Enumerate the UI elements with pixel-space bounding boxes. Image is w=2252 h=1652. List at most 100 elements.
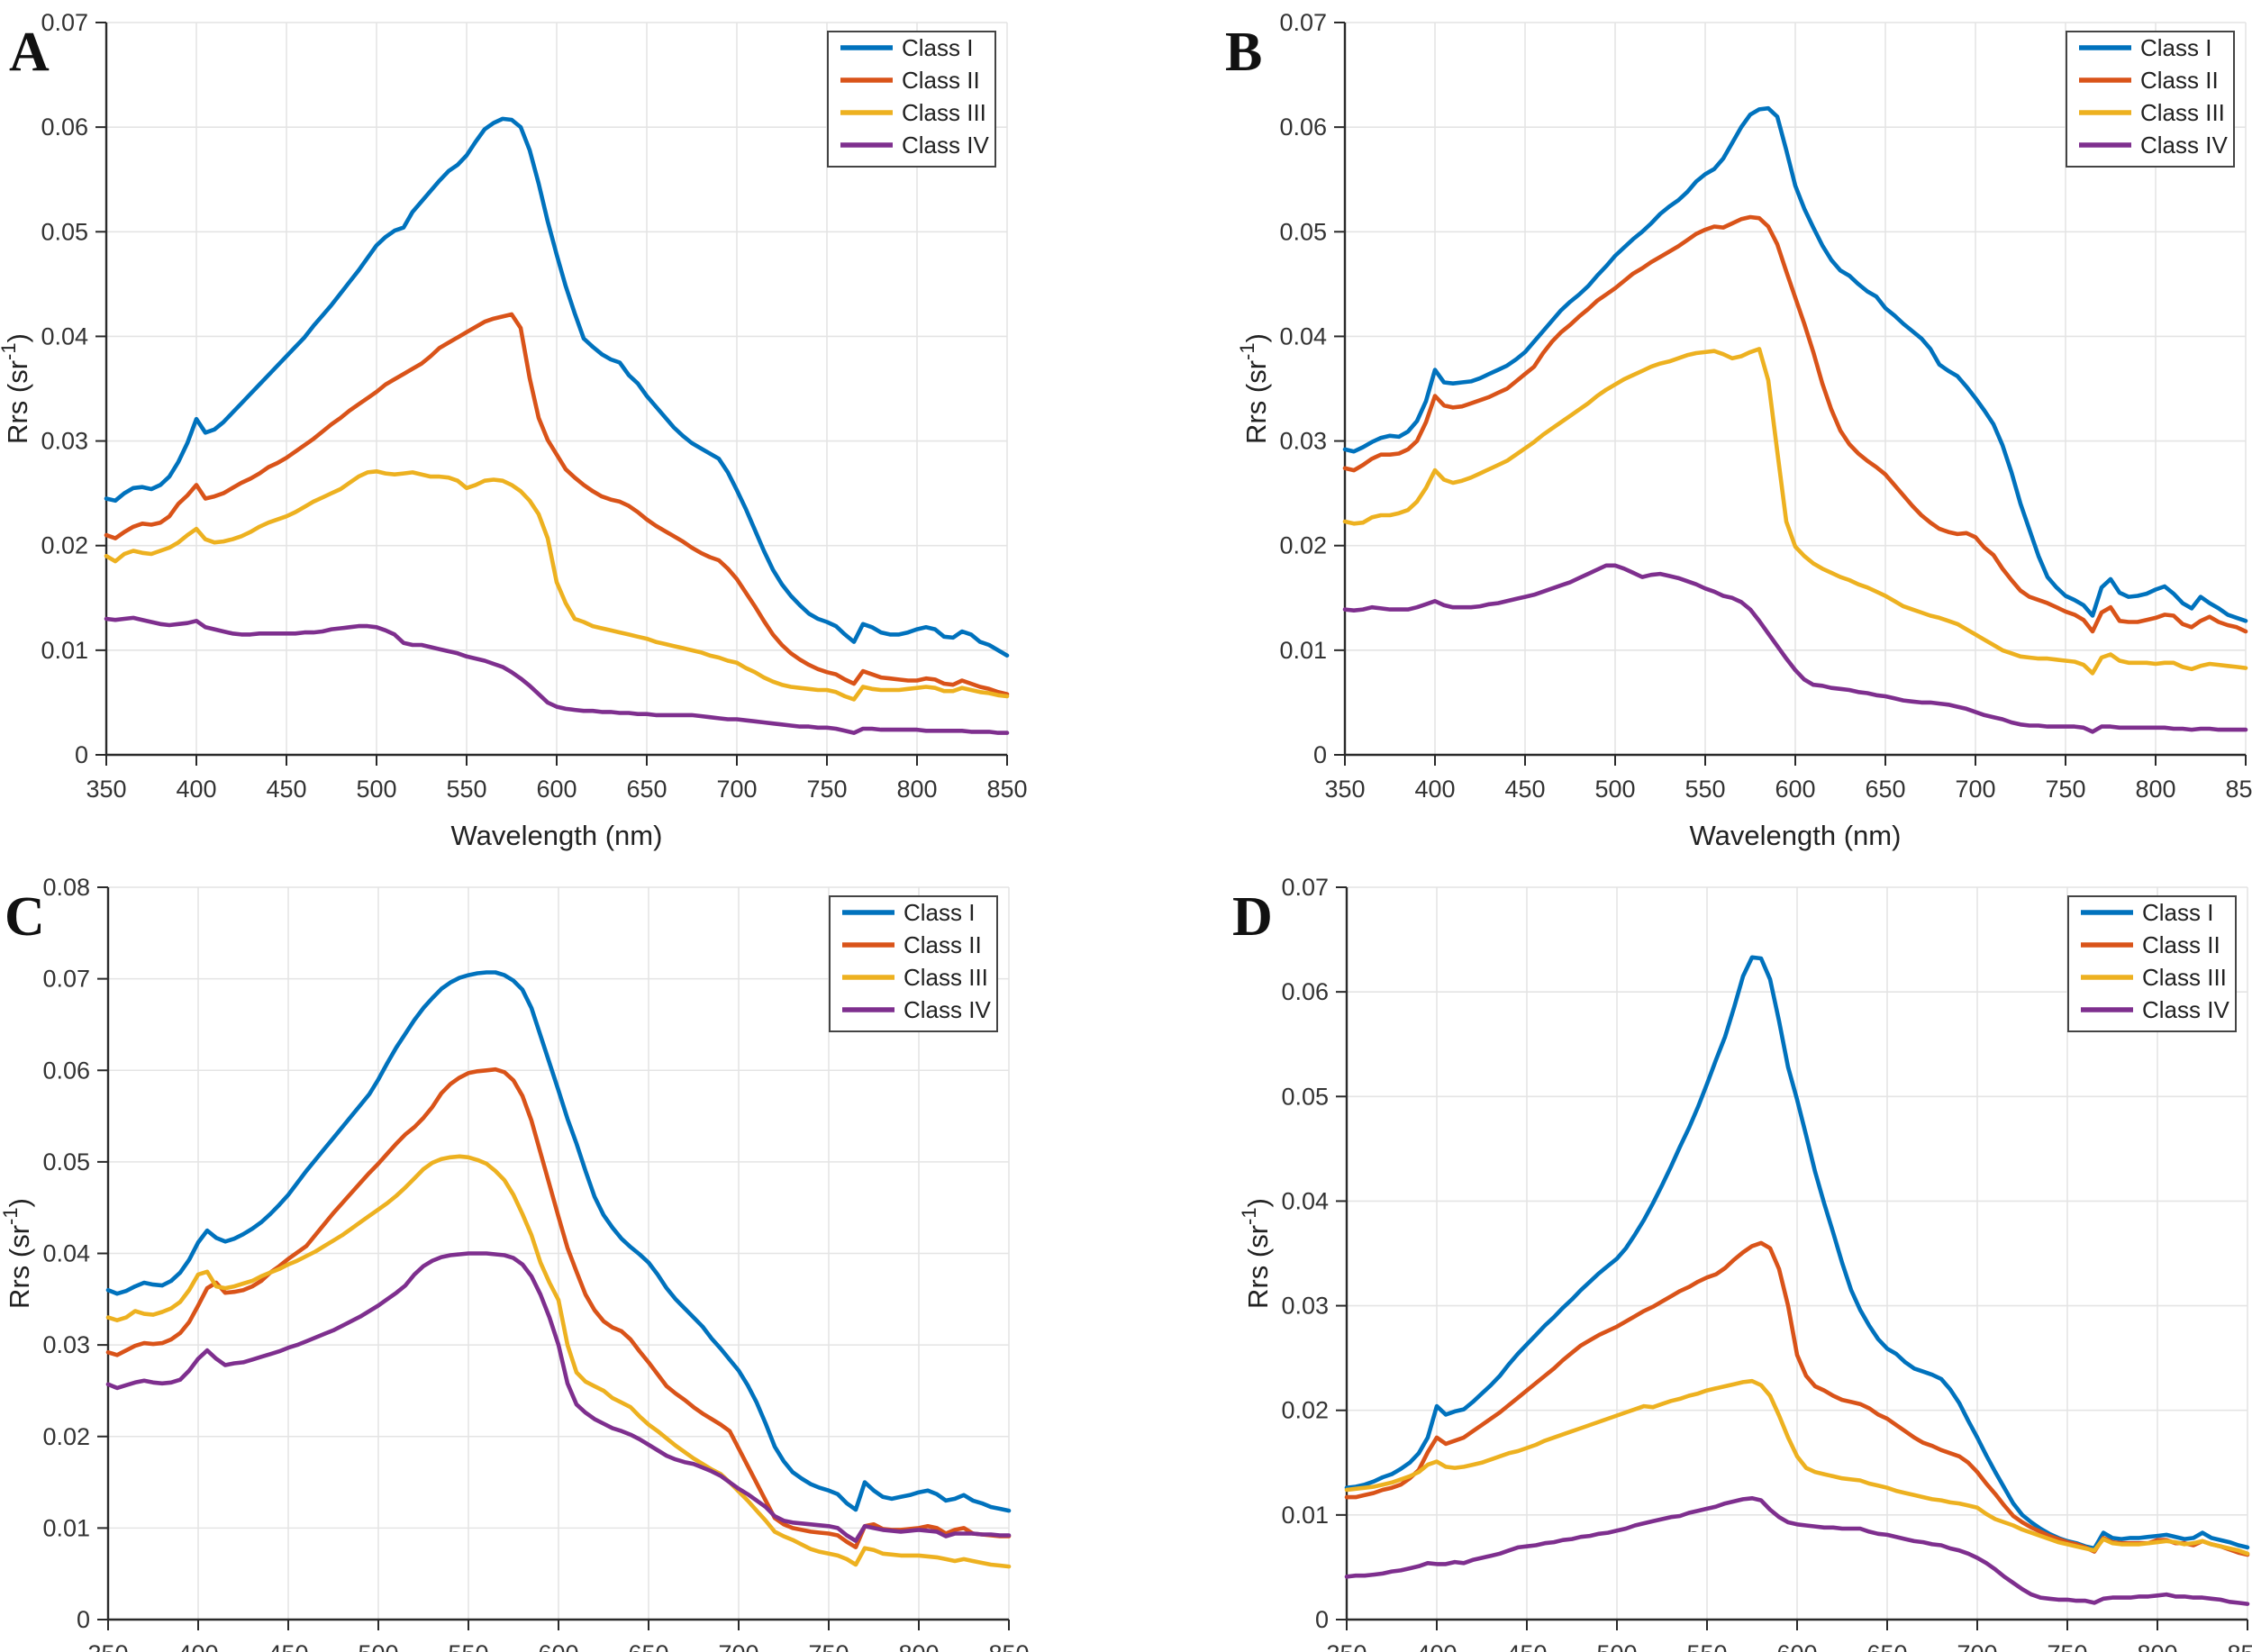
y-tick-label: 0.04 [1281, 1187, 1329, 1214]
series-line-class-iii [1342, 347, 2248, 676]
y-tick-label: 0.08 [42, 874, 90, 901]
panel-D: 350 400 450 500 550 600 650 700 750 800 850 0 0.01 0.… [1232, 874, 2252, 1652]
legend-entry-class-ii: Class II [2081, 931, 2220, 958]
series-lines [1344, 955, 2250, 1606]
y-axis-ticks: 0 0.01 0.02 0.03 0.04 0.05 0.06 0.07 [1281, 874, 1347, 1633]
x-tick-label: 650 [1866, 1640, 1907, 1652]
x-tick-label: 550 [1684, 776, 1725, 803]
legend-entry-class-iii: Class III [840, 99, 986, 126]
y-tick-label: 0.04 [41, 322, 88, 349]
legend-label: Class II [2140, 67, 2219, 94]
x-tick-label: 800 [2137, 1640, 2177, 1652]
legend-label: Class II [904, 931, 982, 958]
y-tick-label: 0.01 [1279, 637, 1327, 664]
series-line-class-i [105, 970, 1012, 1513]
legend-label: Class I [902, 34, 973, 61]
x-tick-label: 650 [626, 776, 667, 803]
y-tick-label: 0.07 [42, 966, 90, 993]
legend-label: Class I [2140, 34, 2211, 61]
x-tick-label: 800 [898, 1640, 939, 1652]
legend-entry-class-ii: Class II [2079, 67, 2219, 94]
legend-entry-class-iv: Class IV [840, 132, 989, 159]
x-axis-ticks: 350 400 450 500 550 600 650 700 750 800 850 [1324, 755, 2252, 803]
y-axis-ticks: 0 0.01 0.02 0.03 0.04 0.05 0.06 0.07 [41, 9, 106, 768]
panel-letter-B: B [1225, 22, 1262, 83]
y-tick-label: 0.01 [41, 637, 88, 664]
panel-C: 350 400 450 500 550 600 650 700 750 800 850 0 0.01 0.… [0, 874, 1030, 1652]
legend: Class I Class II Class III Class IV [2067, 895, 2237, 1032]
x-tick-label: 550 [446, 776, 486, 803]
y-tick-label: 0.06 [1281, 978, 1329, 1005]
x-tick-label: 600 [536, 776, 577, 803]
y-tick-label: 0.02 [41, 532, 88, 559]
x-tick-label: 350 [87, 1640, 128, 1652]
legend-entry-class-iii: Class III [842, 964, 988, 991]
y-tick-label: 0.04 [1279, 322, 1327, 349]
x-tick-label: 500 [356, 776, 396, 803]
series-line-class-iv [1342, 563, 2248, 734]
legend-label: Class II [2142, 931, 2220, 958]
y-tick-label: 0.07 [41, 9, 88, 36]
x-tick-label: 600 [1775, 776, 1815, 803]
y-tick-label: 0.05 [41, 218, 88, 245]
series-line-class-ii [1342, 214, 2248, 634]
x-tick-label: 700 [1955, 776, 1995, 803]
y-tick-label: 0 [1315, 1606, 1329, 1633]
y-tick-label: 0.02 [42, 1423, 90, 1450]
y-axis-label: Rrs (sr-1) [1236, 333, 1272, 444]
x-tick-label: 500 [1594, 776, 1635, 803]
x-axis-label: Wavelength (nm) [1690, 820, 1902, 851]
y-tick-label: 0.05 [1281, 1083, 1329, 1110]
y-tick-label: 0 [77, 1606, 90, 1633]
x-tick-label: 600 [538, 1640, 578, 1652]
x-tick-label: 500 [358, 1640, 398, 1652]
legend-entry-class-iv: Class IV [2081, 996, 2229, 1023]
legend-entry-class-i: Class I [842, 899, 975, 926]
series-lines [105, 970, 1012, 1569]
x-tick-label: 750 [2047, 1640, 2087, 1652]
x-tick-label: 850 [986, 776, 1027, 803]
series-line-class-iv [104, 615, 1010, 735]
x-tick-label: 500 [1596, 1640, 1637, 1652]
x-tick-label: 650 [1865, 776, 1905, 803]
y-axis-ticks: 0 0.01 0.02 0.03 0.04 0.05 0.06 0.07 0.08 [42, 874, 108, 1633]
x-tick-label: 450 [1504, 776, 1545, 803]
panel-B: 350 400 450 500 550 600 650 700 750 800 850 0 0.01 0.… [1225, 9, 2252, 851]
x-axis-ticks: 350 400 450 500 550 600 650 700 750 800 850 [86, 755, 1028, 803]
x-tick-label: 850 [988, 1640, 1029, 1652]
legend-label: Class III [2142, 964, 2227, 991]
panel-A: 350 400 450 500 550 600 650 700 750 800 850 0 0.01 0.… [0, 9, 1028, 851]
x-tick-label: 650 [628, 1640, 668, 1652]
y-tick-label: 0.03 [1279, 428, 1327, 455]
x-tick-label: 800 [896, 776, 937, 803]
y-tick-label: 0.05 [1279, 218, 1327, 245]
x-tick-label: 800 [2135, 776, 2175, 803]
series-line-class-iii [104, 468, 1010, 702]
series-line-class-i [1342, 105, 2248, 623]
y-axis-label: Rrs (sr-1) [0, 1198, 35, 1309]
series-line-class-iv [1344, 1496, 2250, 1606]
x-axis-label: Wavelength (nm) [451, 820, 663, 851]
legend-entry-class-ii: Class II [842, 931, 982, 958]
legend-label: Class IV [2142, 996, 2229, 1023]
y-tick-label: 0.07 [1281, 874, 1329, 901]
gridlines [106, 22, 1008, 755]
x-tick-label: 750 [806, 776, 847, 803]
x-tick-label: 750 [808, 1640, 849, 1652]
legend-label: Class II [902, 67, 980, 94]
y-tick-label: 0.03 [42, 1331, 90, 1358]
x-tick-label: 750 [2045, 776, 2085, 803]
y-tick-label: 0.07 [1279, 9, 1327, 36]
series-lines [1342, 105, 2248, 734]
x-tick-label: 400 [176, 776, 216, 803]
x-tick-label: 700 [718, 1640, 758, 1652]
y-tick-label: 0.06 [1279, 113, 1327, 141]
legend-entry-class-i: Class I [2079, 34, 2211, 61]
legend-entry-class-i: Class I [840, 34, 973, 61]
x-axis-ticks: 350 400 450 500 550 600 650 700 750 800 850 [87, 1620, 1030, 1652]
legend-entry-class-i: Class I [2081, 899, 2213, 926]
y-tick-label: 0.01 [42, 1514, 90, 1541]
y-tick-label: 0.03 [41, 428, 88, 455]
y-tick-label: 0.02 [1279, 532, 1327, 559]
